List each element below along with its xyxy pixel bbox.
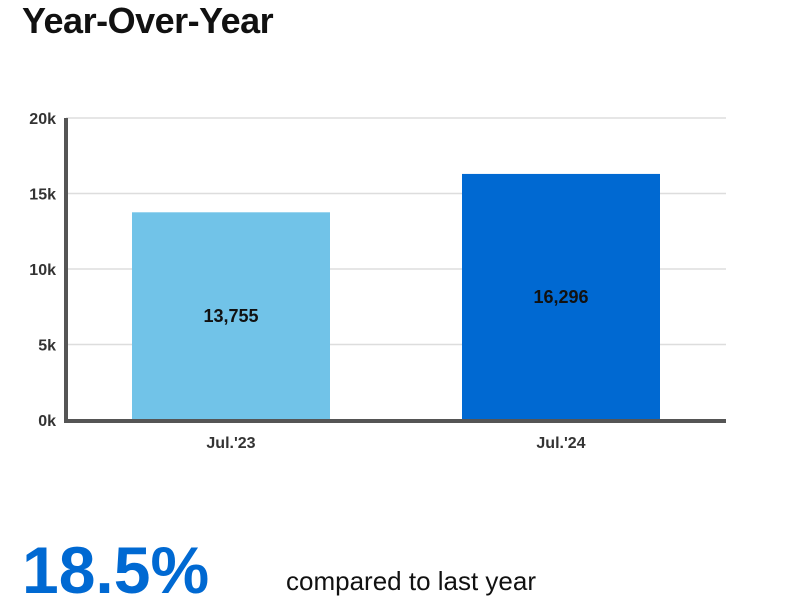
bar	[462, 173, 660, 420]
y-tick-label: 10k	[29, 262, 56, 279]
bar-value-label: 13,755	[203, 306, 258, 326]
y-tick-label: 0k	[38, 413, 56, 430]
comparison-text: compared to last year	[286, 566, 537, 596]
y-tick-label: 20k	[29, 111, 56, 128]
y-tick-label: 15k	[29, 187, 56, 204]
x-tick-label: Jul.'24	[536, 435, 585, 452]
percent-change: 18.5%	[22, 533, 210, 607]
y-tick-label: 5k	[38, 338, 56, 355]
chart-title: Year-Over-Year	[22, 0, 274, 41]
bar-value-label: 16,296	[533, 287, 588, 307]
bar	[132, 212, 330, 420]
bar-chart: 0k 5k 10k 15k 20k 13,755 Jul.'23 16,296 Jul.'24	[29, 111, 726, 452]
x-tick-label: Jul.'23	[206, 435, 255, 452]
